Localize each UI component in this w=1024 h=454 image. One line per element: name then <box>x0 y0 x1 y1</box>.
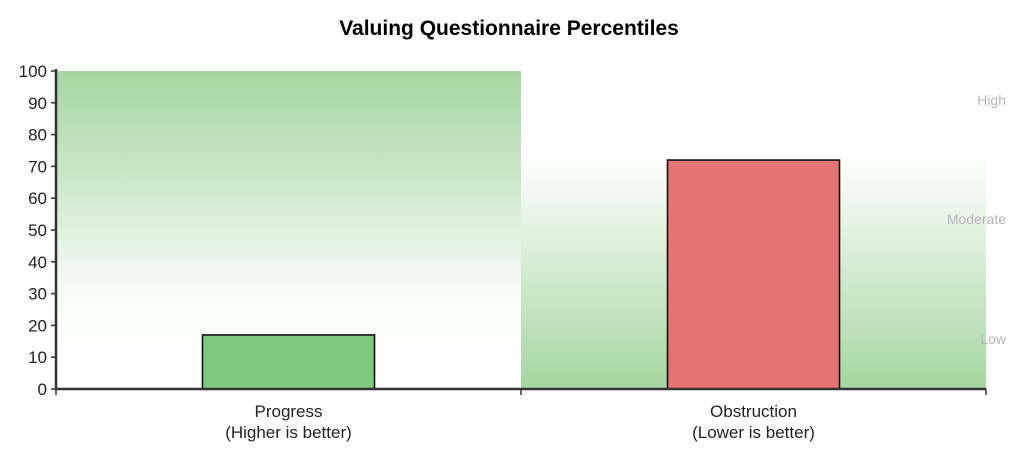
y-tick-label: 20 <box>28 316 47 335</box>
y-tick-label: 80 <box>28 126 47 145</box>
bar-2 <box>666 159 841 390</box>
category-label-line1: Obstruction <box>710 402 797 421</box>
y-tick-label: 10 <box>28 348 47 367</box>
category-label-line2: (Higher is better) <box>225 423 352 442</box>
y-tick-label: 50 <box>28 221 47 240</box>
category-labels: Progress (Higher is better) Obstruction (Lo… <box>225 402 815 442</box>
y-tick-label: 40 <box>28 253 47 272</box>
band-label-moderate: Moderate <box>947 211 1006 227</box>
y-tick-label: 100 <box>19 62 47 81</box>
y-tick-label: 90 <box>28 94 47 113</box>
category-label-line1: Progress <box>254 402 322 421</box>
axes: 0 10 20 30 40 50 60 70 80 90 100 <box>19 62 987 399</box>
band-labels: High Moderate Low <box>947 92 1007 347</box>
y-tick-label: 0 <box>38 380 47 399</box>
y-tick-label: 30 <box>28 285 47 304</box>
bar-1 <box>201 334 376 390</box>
y-tick-label: 60 <box>28 189 47 208</box>
y-tick-label: 70 <box>28 157 47 176</box>
background-bands <box>56 71 986 389</box>
chart-title: Valuing Questionnaire Percentiles <box>339 17 679 40</box>
band-label-low: Low <box>980 331 1007 347</box>
category-label-line2: (Lower is better) <box>692 423 815 442</box>
band-label-high: High <box>977 92 1006 108</box>
bars <box>201 159 841 390</box>
